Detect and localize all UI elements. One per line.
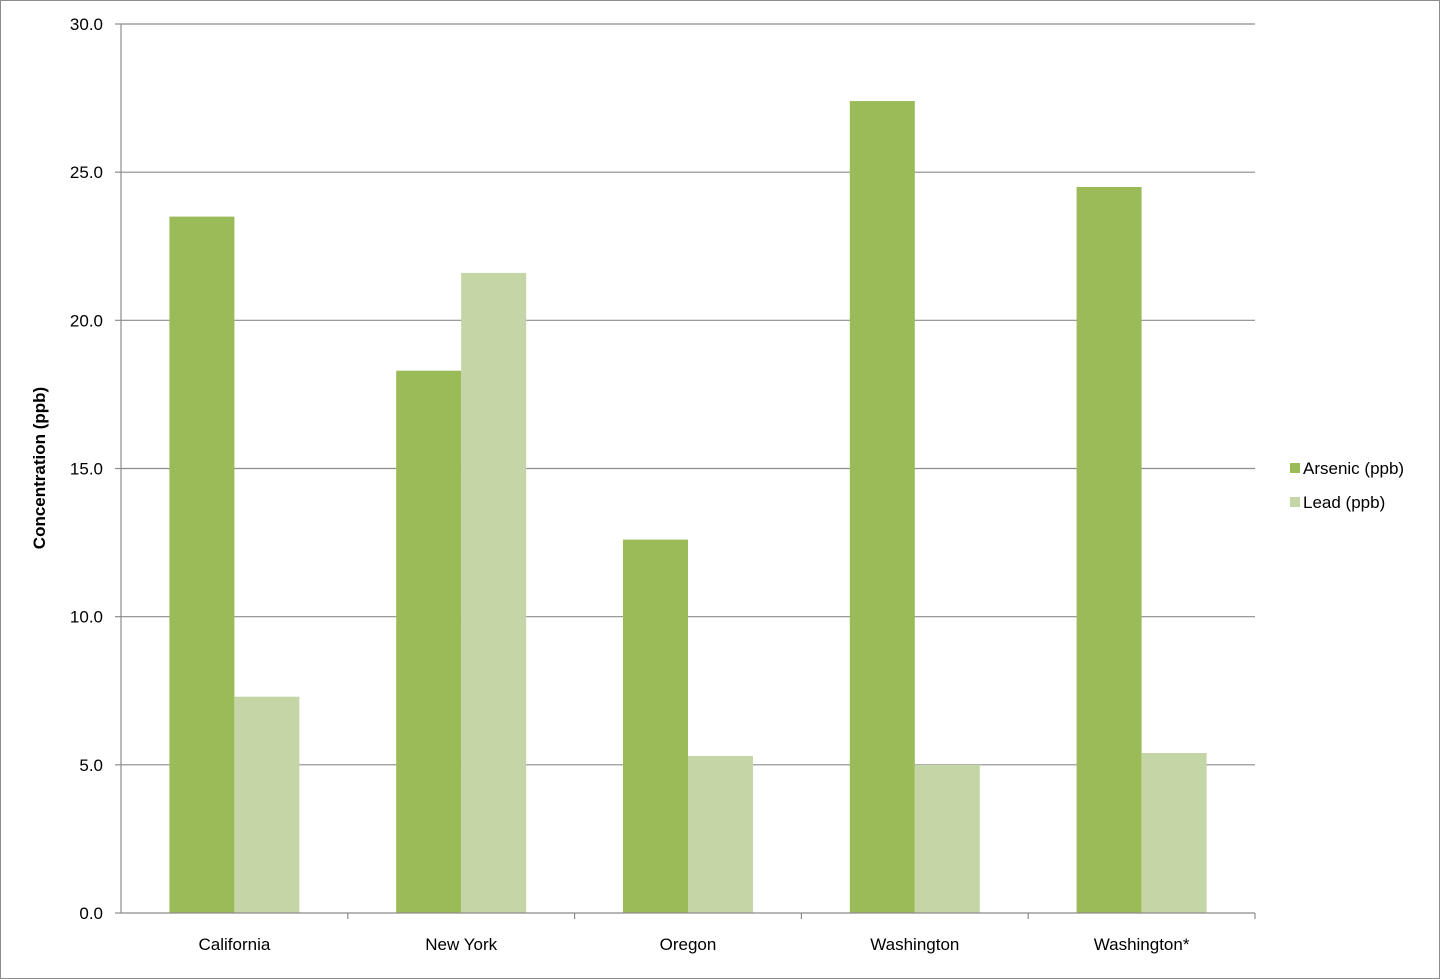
x-tick-label: New York bbox=[425, 935, 497, 954]
bar-lead-3 bbox=[914, 764, 980, 913]
legend-label: Arsenic (ppb) bbox=[1303, 459, 1404, 478]
y-tick-label: 20.0 bbox=[70, 311, 103, 330]
y-tick-label: 5.0 bbox=[79, 756, 103, 775]
x-axis-ticks: California New York Oregon Washington Washin… bbox=[198, 913, 1256, 954]
bar-lead-2 bbox=[688, 755, 753, 913]
x-tick-label: Washington* bbox=[1094, 935, 1190, 954]
bar-arsenic-0 bbox=[169, 216, 235, 913]
y-tick-label: 25.0 bbox=[70, 163, 103, 182]
legend-label: Lead (ppb) bbox=[1303, 493, 1385, 512]
y-tick-label: 0.0 bbox=[79, 904, 103, 923]
legend-swatch bbox=[1290, 463, 1300, 473]
bar-lead-0 bbox=[234, 696, 300, 913]
legend: Arsenic (ppb) Lead (ppb) bbox=[1290, 459, 1404, 512]
y-tick-label: 15.0 bbox=[70, 460, 103, 479]
x-tick-label: Oregon bbox=[660, 935, 717, 954]
y-tick-label: 30.0 bbox=[70, 15, 103, 34]
bar-arsenic-2 bbox=[623, 539, 688, 913]
y-axis-title: Concentration (ppb) bbox=[30, 387, 49, 549]
x-tick-label: Washington bbox=[870, 935, 959, 954]
x-tick-label: California bbox=[198, 935, 270, 954]
bar-arsenic-1 bbox=[396, 370, 462, 914]
legend-swatch bbox=[1290, 497, 1300, 507]
bar-arsenic-3 bbox=[849, 101, 915, 913]
bars bbox=[169, 101, 1207, 914]
bar-lead-4 bbox=[1141, 752, 1207, 913]
bar-lead-1 bbox=[461, 272, 527, 913]
y-tick-label: 10.0 bbox=[70, 608, 103, 627]
y-axis-ticks: 0.0 5.0 10.0 15.0 20.0 25.0 30.0 bbox=[70, 15, 121, 923]
bar-arsenic-4 bbox=[1076, 186, 1142, 913]
gridlines bbox=[121, 23, 1255, 766]
